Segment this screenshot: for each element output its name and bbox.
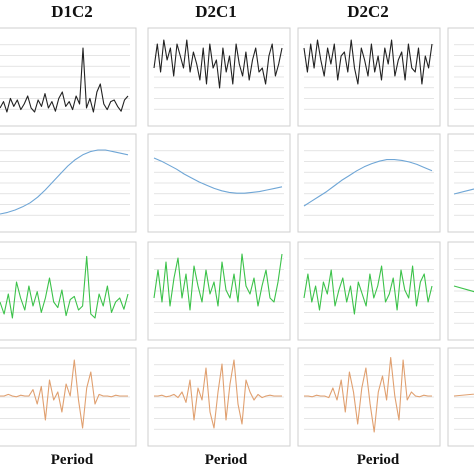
series-line-cyclic (304, 357, 432, 433)
panel-raw-d2c1 (147, 27, 291, 127)
column-footer-d2c2: Period (356, 452, 400, 468)
column-title-d2c1: D2C1 (195, 2, 237, 21)
series-line-raw (303, 39, 433, 85)
panel-cyclic-d2c1 (147, 347, 291, 447)
panel-residual-d1c2 (0, 241, 137, 341)
column-title-d1c2: D1C2 (51, 2, 93, 21)
column-footer-d1c2: Period (50, 452, 94, 468)
panel-cyclic-col4 (447, 347, 474, 447)
series-line-raw (153, 39, 283, 89)
panel-raw-d1c2 (0, 27, 137, 127)
series-line-trend (153, 157, 283, 194)
panel-raw-col4 (447, 27, 474, 127)
series-line-cyclic (0, 359, 128, 429)
panel-trend-col4 (447, 133, 474, 233)
series-line-residual (303, 265, 433, 315)
panel-residual-d2c1 (147, 241, 291, 341)
column-title-d2c2: D2C2 (347, 2, 389, 21)
panel-cyclic-d2c2 (297, 347, 441, 447)
series-line-trend (303, 159, 433, 207)
series-line-trend (0, 149, 129, 215)
series-line-residual (0, 255, 129, 319)
column-footer-d2c1: Period (204, 452, 248, 468)
panel-residual-col4 (447, 241, 474, 341)
panel-trend-d2c1 (147, 133, 291, 233)
panel-residual-d2c2 (297, 241, 441, 341)
series-line-residual (153, 253, 283, 311)
panel-raw-d2c2 (297, 27, 441, 127)
panel-cyclic-d1c2 (0, 347, 137, 447)
series-line-raw (0, 47, 129, 113)
series-line-cyclic (154, 359, 282, 429)
panel-trend-d1c2 (0, 133, 137, 233)
panel-trend-d2c2 (297, 133, 441, 233)
